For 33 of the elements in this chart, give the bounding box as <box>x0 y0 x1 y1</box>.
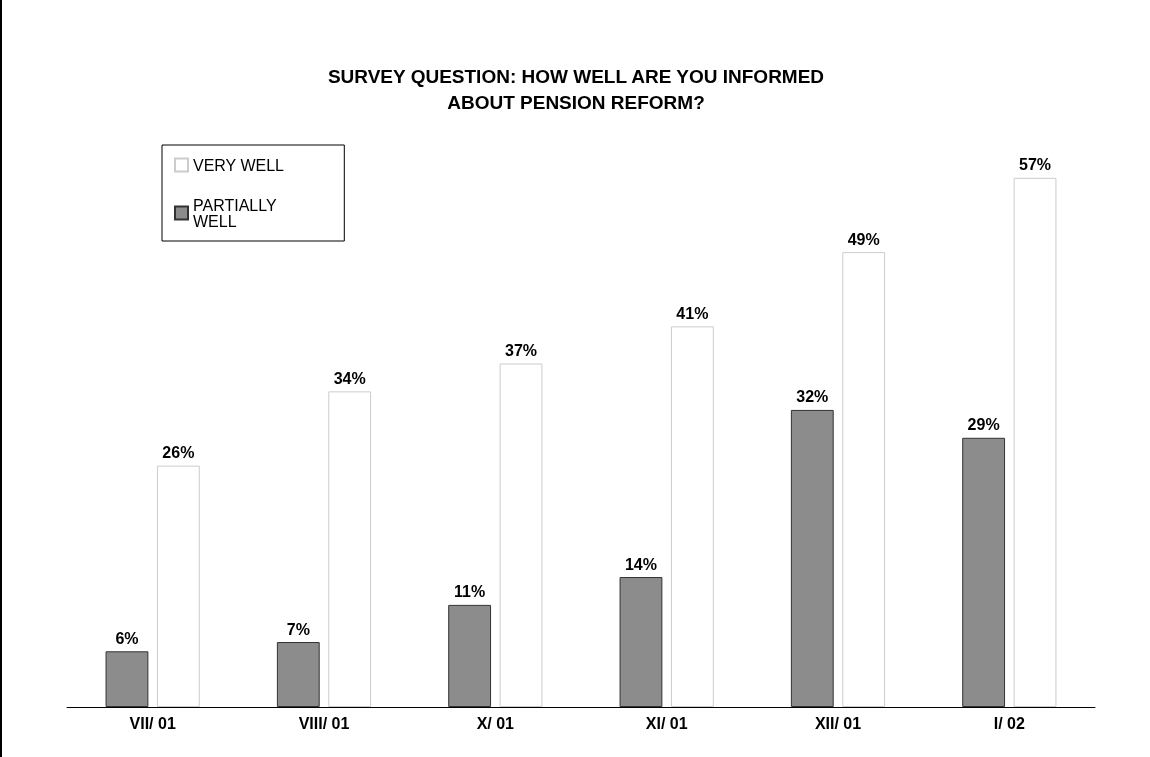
legend-label: PARTIALLY WELL <box>193 196 277 230</box>
bar <box>448 604 492 707</box>
x-tick-label: VIII/ 01 <box>298 714 350 732</box>
bar <box>156 465 200 707</box>
x-tick-label: X/ 01 <box>476 714 515 732</box>
bar <box>790 409 834 707</box>
chart-title: SURVEY QUESTION: HOW WELL ARE YOU INFORMED ABOUT PENSION REFORM? <box>327 65 825 113</box>
data-label: 32% <box>796 388 829 406</box>
data-label: 49% <box>847 230 880 248</box>
bar <box>499 363 543 707</box>
data-label: 34% <box>333 369 366 387</box>
bar <box>619 577 663 707</box>
data-label: 6% <box>115 629 139 647</box>
bar <box>670 326 714 707</box>
bar <box>328 391 372 707</box>
data-label: 7% <box>286 620 310 638</box>
bar <box>276 642 320 707</box>
bar <box>842 252 886 707</box>
x-tick-label: XII/ 01 <box>814 714 862 732</box>
bar <box>1013 177 1057 707</box>
data-label: 29% <box>967 416 1000 434</box>
data-label: 37% <box>505 342 538 360</box>
data-label: 41% <box>676 304 709 322</box>
legend-label: VERY WELL <box>193 156 285 174</box>
x-tick-label: I/ 02 <box>993 714 1025 732</box>
x-tick-label: VII/ 01 <box>129 714 176 732</box>
bar <box>962 437 1006 707</box>
data-label: 11% <box>454 583 486 601</box>
bar <box>105 651 149 707</box>
data-label: 14% <box>624 555 657 573</box>
data-label: 26% <box>162 444 195 462</box>
x-tick-label: XI/ 01 <box>645 714 688 732</box>
data-label: 57% <box>1019 156 1052 174</box>
